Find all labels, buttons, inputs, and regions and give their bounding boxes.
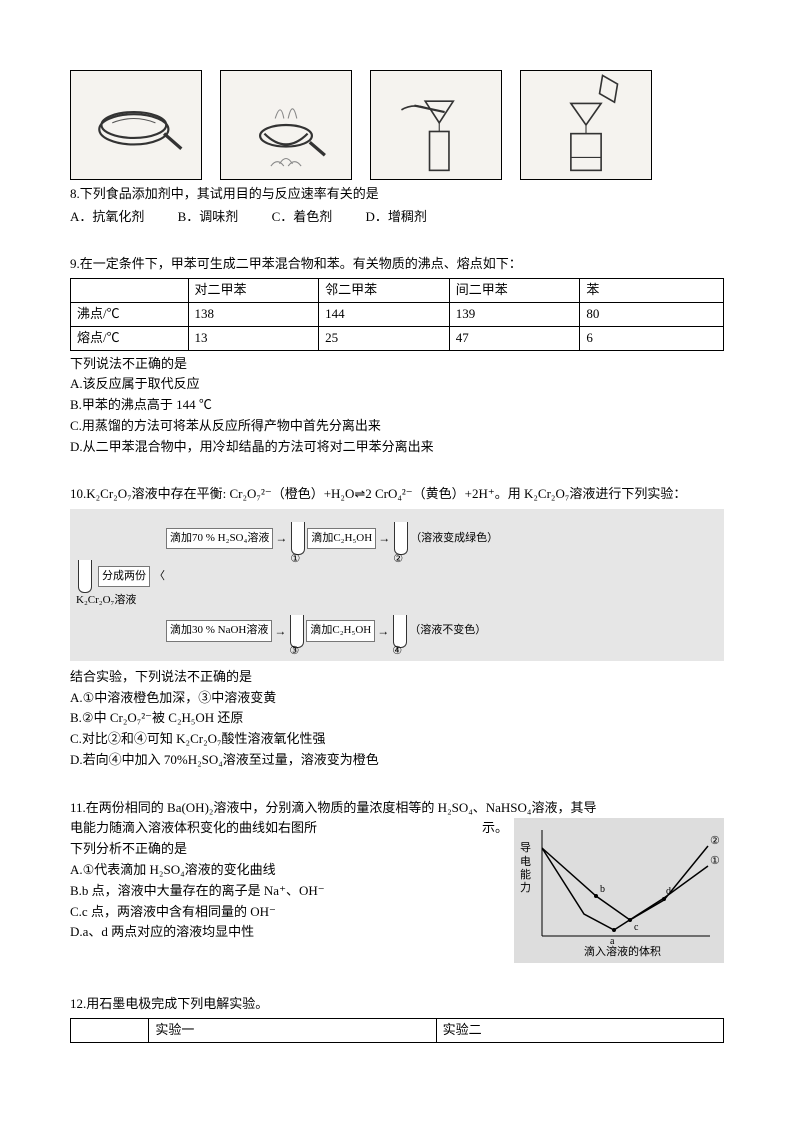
- q9-lead: 下列说法不正确的是: [70, 354, 724, 375]
- svg-text:②: ②: [710, 835, 720, 847]
- scheme-bot2: 滴加C₂H₅OH: [306, 620, 375, 642]
- svg-text:b: b: [600, 884, 605, 895]
- svg-text:①: ①: [710, 855, 720, 867]
- q9-opt-d: D.从二甲苯混合物中，用冷却结晶的方法可将对二甲苯分离出来: [70, 437, 724, 458]
- q9-th-4: 苯: [580, 279, 724, 303]
- q9-r1c2: 144: [319, 302, 450, 326]
- scheme-top-result: （溶液变成绿色）: [410, 530, 498, 548]
- scheme-bot1: 滴加30 % NaOH溶液: [166, 620, 272, 642]
- q9-r2c2: 25: [319, 326, 450, 350]
- arrow-icon: →: [378, 529, 390, 548]
- figure-4: [520, 70, 652, 180]
- graph-ylabel-3: 能: [520, 869, 531, 882]
- q8-stem: 8.下列食品添加剂中，其试用目的与反应速率有关的是: [70, 184, 724, 205]
- q10-scheme: 滴加70 % H₂SO₄溶液 → ① 滴加C₂H₅OH → ② （溶液变成绿色）…: [70, 509, 724, 661]
- figure-2: [220, 70, 352, 180]
- q9-r2c0: 熔点/℃: [71, 326, 189, 350]
- q9-stem: 9.在一定条件下，甲苯可生成二甲苯混合物和苯。有关物质的沸点、熔点如下：: [70, 254, 724, 275]
- figure-3: [370, 70, 502, 180]
- arrow-icon: →: [377, 622, 389, 641]
- q8-opt-a: A．抗氧化剂: [70, 207, 144, 228]
- graph-ylabel-2: 电: [520, 856, 531, 869]
- question-12: 12.用石墨电极完成下列电解实验。 实验一 实验二: [70, 994, 724, 1043]
- q9-th-0: [71, 279, 189, 303]
- tube-4: ④: [393, 615, 407, 648]
- q9-th-1: 对二甲苯: [188, 279, 319, 303]
- tube-1: ①: [291, 522, 305, 555]
- q12-h3: 实验二: [436, 1018, 723, 1042]
- question-10: 10.K₂Cr₂O₇溶液中存在平衡: Cr₂O₇²⁻（橙色）+H₂O⇌2 CrO…: [70, 484, 724, 770]
- tube-2: ②: [394, 522, 408, 555]
- q12-table: 实验一 实验二: [70, 1018, 724, 1043]
- tube-start: [78, 560, 92, 593]
- q9-r1c0: 沸点/℃: [71, 302, 189, 326]
- q9-opt-c: C.用蒸馏的方法可将苯从反应所得产物中首先分离出来: [70, 416, 724, 437]
- q10-stem: 10.K₂Cr₂O₇溶液中存在平衡: Cr₂O₇²⁻（橙色）+H₂O⇌2 CrO…: [70, 484, 724, 505]
- scheme-bot-result: （溶液不变色）: [409, 622, 486, 640]
- q11-stem-line2a: 电能力随滴入溶液体积变化的曲线如右图所: [70, 820, 317, 835]
- figure-1: [70, 70, 202, 180]
- q12-h2: 实验一: [149, 1018, 436, 1042]
- q9-r2c3: 47: [449, 326, 580, 350]
- q11-stem-line2b: 示。: [482, 818, 508, 839]
- q9-r1c4: 80: [580, 302, 724, 326]
- scheme-top1: 滴加70 % H₂SO₄溶液: [166, 528, 273, 550]
- scheme-split: 分成两份: [98, 566, 150, 588]
- scheme-top2: 滴加C₂H₅OH: [307, 528, 376, 550]
- q10-lead: 结合实验，下列说法不正确的是: [70, 667, 724, 688]
- tube-3: ③: [290, 615, 304, 648]
- question-11: 11.在两份相同的 Ba(OH)₂溶液中，分别滴入物质的量浓度相等的 H₂SO₄…: [70, 798, 724, 968]
- graph-xlabel: 滴入溶液的体积: [584, 944, 661, 962]
- q8-options: A．抗氧化剂 B．调味剂 C．着色剂 D．增稠剂: [70, 207, 724, 228]
- q8-opt-b: B．调味剂: [178, 207, 239, 228]
- question-8: 8.下列食品添加剂中，其试用目的与反应速率有关的是 A．抗氧化剂 B．调味剂 C…: [70, 184, 724, 228]
- svg-text:d: d: [666, 886, 671, 897]
- q11-stem-line1: 11.在两份相同的 Ba(OH)₂溶液中，分别滴入物质的量浓度相等的 H₂SO₄…: [70, 798, 724, 819]
- q12-h1: [71, 1018, 149, 1042]
- q10-opt-b: B.②中 Cr₂O₇²⁻被 C₂H₅OH 还原: [70, 708, 724, 729]
- figure-row: [70, 70, 724, 180]
- q8-opt-d: D．增稠剂: [365, 207, 426, 228]
- q9-r1c3: 139: [449, 302, 580, 326]
- q9-opt-a: A.该反应属于取代反应: [70, 374, 724, 395]
- q10-opt-a: A.①中溶液橙色加深，③中溶液变黄: [70, 688, 724, 709]
- graph-ylabel-4: 力: [520, 882, 531, 895]
- svg-text:c: c: [634, 922, 639, 933]
- q9-r2c1: 13: [188, 326, 319, 350]
- q9-th-3: 间二甲苯: [449, 279, 580, 303]
- question-9: 9.在一定条件下，甲苯可生成二甲苯混合物和苯。有关物质的沸点、熔点如下： 对二甲…: [70, 254, 724, 457]
- graph-ylabel-1: 导: [520, 842, 531, 855]
- q9-th-2: 邻二甲苯: [319, 279, 450, 303]
- q12-stem: 12.用石墨电极完成下列电解实验。: [70, 994, 724, 1015]
- q9-opt-b: B.甲苯的沸点高于 144 ℃: [70, 395, 724, 416]
- scheme-start: K₂Cr₂O₇溶液: [76, 592, 136, 610]
- q9-r1c1: 138: [188, 302, 319, 326]
- q10-opt-d: D.若向④中加入 70%H₂SO₄溶液至过量，溶液变为橙色: [70, 750, 724, 771]
- q9-r2c4: 6: [580, 326, 724, 350]
- q8-opt-c: C．着色剂: [272, 207, 333, 228]
- arrow-icon: →: [274, 622, 286, 641]
- q9-table: 对二甲苯 邻二甲苯 间二甲苯 苯 沸点/℃ 138 144 139 80 熔点/…: [70, 278, 724, 350]
- q10-opt-c: C.对比②和④可知 K₂Cr₂O₇酸性溶液氧化性强: [70, 729, 724, 750]
- q11-graph: a b c d ① ② 导 电 能 力 滴入溶液的体积: [514, 818, 724, 963]
- arrow-icon: →: [275, 529, 287, 548]
